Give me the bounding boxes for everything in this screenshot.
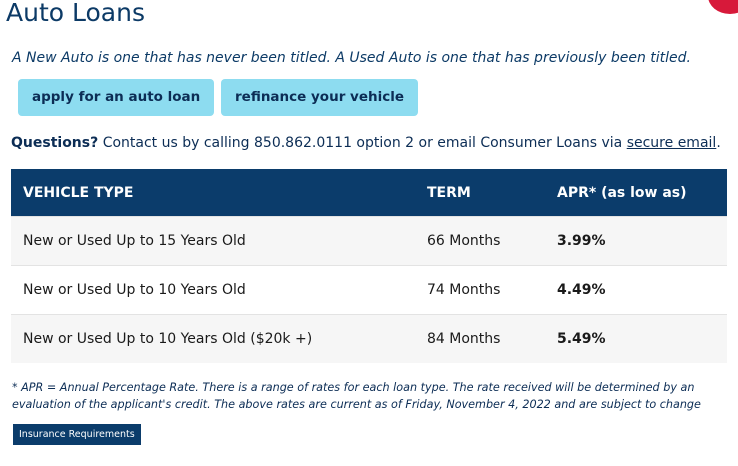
- term: 66 Months: [415, 216, 545, 266]
- apr: 4.49%: [545, 265, 727, 315]
- table-row: New or Used Up to 10 Years Old ($20k +) 8…: [11, 314, 727, 363]
- header-cell: APR* (as low as): [545, 169, 727, 217]
- term: 84 Months: [415, 314, 545, 363]
- rates-table: VEHICLE TYPE TERM APR* (as low as) New o…: [11, 169, 727, 363]
- footnote: * APR = Annual Percentage Rate. There is…: [12, 381, 701, 411]
- header-row: VEHICLE TYPE TERM APR* (as low as): [11, 169, 727, 217]
- apr: 3.99%: [545, 216, 727, 266]
- table-row: New or Used Up to 10 Years Old 74 Months 4…: [11, 265, 727, 315]
- header-cell: TERM: [415, 169, 545, 217]
- insurance-button[interactable]: Insurance Requirements: [13, 424, 141, 445]
- vehicle-type: New or Used Up to 15 Years Old: [11, 216, 415, 266]
- vehicle-type: New or Used Up to 10 Years Old ($20k +): [11, 314, 415, 363]
- questions-label: Questions?: [11, 135, 99, 151]
- questions-line: Questions? Contact us by calling 850.862…: [11, 135, 721, 151]
- questions-text: Contact us by calling 850.862.0111 optio…: [102, 135, 623, 151]
- intro-text: A New Auto is one that has never been ti…: [12, 50, 691, 66]
- apr: 5.49%: [545, 314, 727, 363]
- table-row: New or Used Up to 15 Years Old 66 Months 3…: [11, 216, 727, 266]
- table-body: New or Used Up to 15 Years Old 66 Months 3…: [11, 216, 727, 363]
- page-title: Auto Loans: [6, 0, 145, 27]
- vehicle-type: New or Used Up to 10 Years Old: [11, 265, 415, 315]
- header-cell: VEHICLE TYPE: [11, 169, 415, 217]
- refinance-button[interactable]: refinance your vehicle: [221, 79, 419, 116]
- decoration: [708, 0, 738, 14]
- secure-email-link[interactable]: secure email: [626, 135, 717, 151]
- term: 74 Months: [415, 265, 545, 315]
- punctuation: .: [716, 135, 721, 151]
- apply-button[interactable]: apply for an auto loan: [18, 79, 215, 116]
